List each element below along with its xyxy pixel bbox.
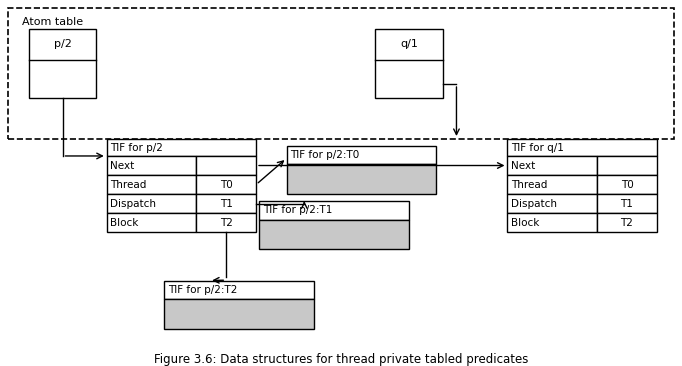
Text: Next: Next — [110, 161, 134, 171]
FancyBboxPatch shape — [507, 194, 597, 213]
FancyBboxPatch shape — [286, 146, 436, 164]
Text: p/2: p/2 — [54, 39, 72, 49]
Text: T1: T1 — [621, 199, 634, 209]
Text: Block: Block — [110, 218, 138, 228]
Text: TIF for p/2:T1: TIF for p/2:T1 — [263, 205, 332, 216]
Text: T0: T0 — [220, 180, 233, 190]
Text: Next: Next — [511, 161, 535, 171]
Text: q/1: q/1 — [400, 39, 418, 49]
Text: Figure 3.6: Data structures for thread private tabled predicates: Figure 3.6: Data structures for thread p… — [154, 353, 528, 366]
FancyBboxPatch shape — [507, 175, 597, 194]
FancyBboxPatch shape — [29, 29, 96, 98]
FancyBboxPatch shape — [196, 175, 256, 194]
FancyBboxPatch shape — [196, 194, 256, 213]
FancyBboxPatch shape — [196, 156, 256, 175]
FancyBboxPatch shape — [164, 299, 314, 329]
FancyBboxPatch shape — [597, 213, 657, 232]
Text: Dispatch: Dispatch — [511, 199, 557, 209]
FancyBboxPatch shape — [507, 156, 597, 175]
FancyBboxPatch shape — [106, 213, 196, 232]
FancyBboxPatch shape — [597, 175, 657, 194]
Text: T2: T2 — [220, 218, 233, 228]
Text: Dispatch: Dispatch — [110, 199, 156, 209]
FancyBboxPatch shape — [597, 194, 657, 213]
FancyBboxPatch shape — [507, 139, 657, 156]
FancyBboxPatch shape — [259, 220, 409, 250]
FancyBboxPatch shape — [196, 213, 256, 232]
FancyBboxPatch shape — [259, 201, 409, 220]
Text: TIF for q/1: TIF for q/1 — [511, 143, 564, 153]
FancyBboxPatch shape — [375, 29, 443, 98]
FancyBboxPatch shape — [507, 213, 597, 232]
FancyBboxPatch shape — [164, 280, 314, 299]
Text: Thread: Thread — [110, 180, 147, 190]
FancyBboxPatch shape — [106, 139, 256, 156]
Text: Block: Block — [511, 218, 539, 228]
Text: T0: T0 — [621, 180, 634, 190]
Text: T2: T2 — [621, 218, 634, 228]
FancyBboxPatch shape — [106, 175, 196, 194]
FancyBboxPatch shape — [106, 194, 196, 213]
Text: Thread: Thread — [511, 180, 547, 190]
Text: TIF for p/2:T0: TIF for p/2:T0 — [290, 150, 359, 160]
FancyBboxPatch shape — [286, 164, 436, 194]
Text: T1: T1 — [220, 199, 233, 209]
Text: TIF for p/2: TIF for p/2 — [110, 143, 163, 153]
FancyBboxPatch shape — [106, 156, 196, 175]
Text: Atom table: Atom table — [22, 17, 83, 27]
FancyBboxPatch shape — [597, 156, 657, 175]
Text: TIF for p/2:T2: TIF for p/2:T2 — [168, 285, 237, 295]
